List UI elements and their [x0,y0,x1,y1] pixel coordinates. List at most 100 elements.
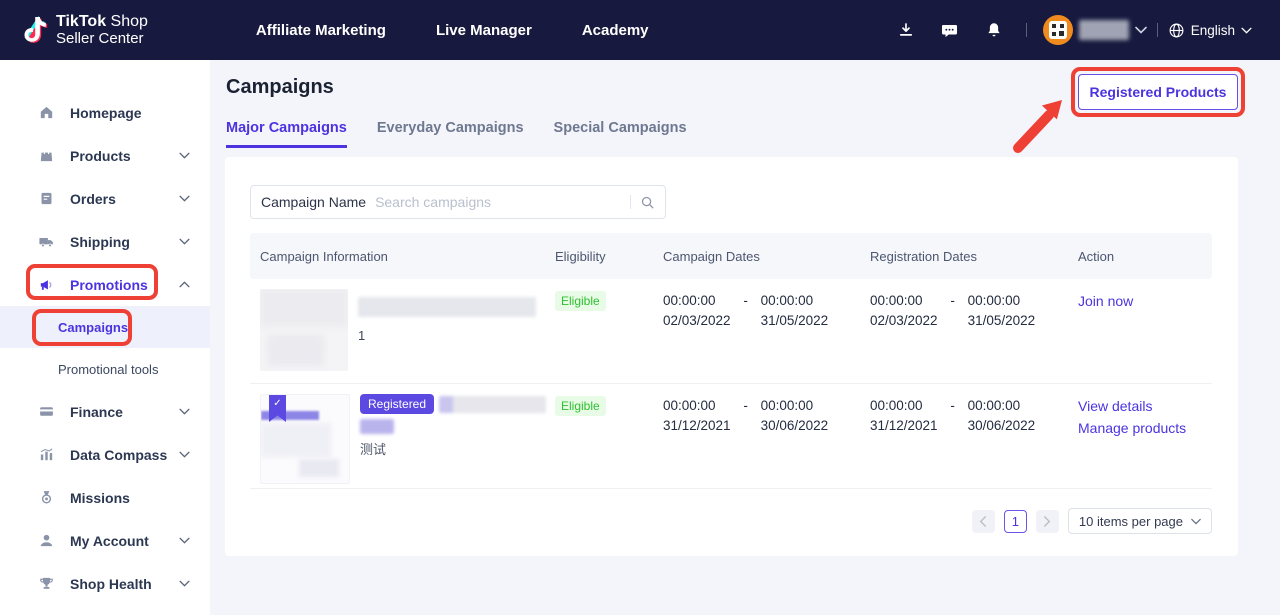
chevron-down-icon [179,238,190,245]
bar-chart-icon [40,448,53,461]
date-range-dash: - [743,293,748,308]
avatar [1042,15,1073,45]
column-eligibility: Eligibility [555,248,606,264]
megaphone-icon [40,280,52,290]
tab-everyday-campaigns[interactable]: Everyday Campaigns [376,120,524,136]
search-field-label: Campaign Name [261,194,367,210]
campaign-name-redacted [358,297,536,317]
sidebar-item-label: Campaigns [58,319,129,335]
start-date: 02/03/2022 [663,313,731,328]
start-time: 00:00:00 [663,293,716,308]
download-icon[interactable] [884,14,928,46]
registration-dates-cell: 00:00:00 02/03/2022 - 00:00:00 31/05/2022 [870,291,1078,383]
end-date: 31/05/2022 [760,313,829,328]
campaign-dates-cell: 00:00:00 02/03/2022 - 00:00:00 31/05/2022 [663,291,870,383]
campaign-search-box[interactable]: Campaign Name [250,185,666,219]
sidebar-item-label: Products [70,147,131,164]
start-date: 02/03/2022 [870,313,938,328]
search-input[interactable] [375,194,621,210]
end-time: 00:00:00 [967,293,1021,308]
nav-live-manager[interactable]: Live Manager [435,21,532,39]
sidebar-item-campaigns[interactable]: Campaigns [0,306,210,348]
sidebar-item-missions[interactable]: Missions [0,476,210,519]
sidebar-item-finance[interactable]: Finance [0,390,210,433]
annotation-arrow [1013,100,1062,153]
next-page-button[interactable] [1035,509,1059,533]
start-time: 00:00:00 [870,398,923,413]
chevron-up-icon [179,281,190,288]
sidebar-item-promotions[interactable]: Promotions [0,263,210,306]
sidebar-item-homepage[interactable]: Homepage [0,91,210,134]
action-cell: View details Manage products [1078,394,1202,488]
chevron-down-icon [179,451,190,458]
truck-icon [39,237,53,248]
view-details-link[interactable]: View details [1078,398,1153,414]
header-divider [1156,23,1158,37]
sidebar-item-promotional-tools[interactable]: Promotional tools [0,348,210,390]
header-divider [1025,23,1027,37]
date-range-dash: - [950,398,955,413]
campaign-subtitle-redacted [360,419,394,434]
chevron-right-icon [1044,515,1051,527]
sidebar-item-shipping[interactable]: Shipping [0,220,210,263]
nav-academy[interactable]: Academy [581,21,649,39]
chevron-down-icon [1134,26,1147,34]
registered-badge: Registered [360,394,435,414]
trophy-icon [40,577,53,589]
sidebar-item-label: Missions [70,489,130,506]
language-selector[interactable]: English [1168,22,1252,39]
previous-page-button[interactable] [971,509,995,533]
sidebar-item-label: Shop Health [70,575,152,592]
column-registration-dates: Registration Dates [870,248,977,264]
campaign-tabs: Major Campaigns Everyday Campaigns Speci… [226,120,687,148]
credit-card-icon [40,407,53,416]
page-size-selector[interactable]: 10 items per page [1067,508,1212,534]
sidebar-item-label: Promotions [70,276,148,293]
end-date: 31/05/2022 [967,313,1036,328]
campaign-note: 1 [358,328,366,343]
table-row: 1 Eligible 00:00:00 02/03/2022 - 00:00:00… [250,279,1212,384]
top-navigation: Affiliate Marketing Live Manager Academy [256,22,649,39]
current-page-button[interactable]: 1 [1003,509,1027,533]
account-name-redacted [1078,20,1129,40]
join-now-link[interactable]: Join now [1078,293,1134,309]
sidebar-item-shop-health[interactable]: Shop Health [0,562,210,605]
start-date: 31/12/2021 [663,418,731,433]
sidebar-item-orders[interactable]: Orders [0,177,210,220]
sidebar-item-products[interactable]: Products [0,134,210,177]
chevron-down-icon [179,152,190,159]
manage-products-link[interactable]: Manage products [1078,420,1187,436]
account-menu[interactable] [1042,15,1147,45]
bell-icon[interactable] [972,14,1016,46]
page-size-label: 10 items per page [1078,513,1183,529]
avatar-qr-image [1048,21,1067,39]
sidebar-item-label: Orders [70,190,116,207]
end-time: 00:00:00 [760,293,814,308]
campaign-note: 测试 [360,442,387,457]
start-date: 31/12/2021 [870,418,938,433]
campaign-dates-cell: 00:00:00 31/12/2021 - 00:00:00 30/06/2022 [663,396,870,488]
campaign-thumbnail-redacted: ✓ [260,394,350,484]
chevron-down-icon [179,195,190,202]
tab-special-campaigns[interactable]: Special Campaigns [553,120,687,136]
tab-major-campaigns[interactable]: Major Campaigns [226,120,347,148]
table-row: ✓ Registered 测试 Eligible 00:00:00 31/12/2… [250,384,1212,489]
sidebar-item-data-compass[interactable]: Data Compass [0,433,210,476]
chat-icon[interactable] [928,14,972,46]
sidebar-item-label: Homepage [70,104,142,121]
search-icon[interactable] [640,195,655,210]
sidebar-item-label: My Account [70,532,149,549]
date-range-dash: - [743,398,748,413]
nav-affiliate-marketing[interactable]: Affiliate Marketing [255,21,386,39]
search-divider [630,195,631,209]
sidebar-item-label: Data Compass [70,446,168,463]
chevron-down-icon [179,580,190,587]
globe-icon [1169,23,1184,37]
language-label: English [1190,22,1235,38]
registered-products-button[interactable]: Registered Products [1078,74,1238,110]
sidebar-item-my-account[interactable]: My Account [0,519,210,562]
tiktok-shop-logo[interactable]: TikTok Shop Seller Center [22,13,148,47]
page-title: Campaigns [226,76,334,98]
logo-subtitle: Seller Center [56,29,144,47]
